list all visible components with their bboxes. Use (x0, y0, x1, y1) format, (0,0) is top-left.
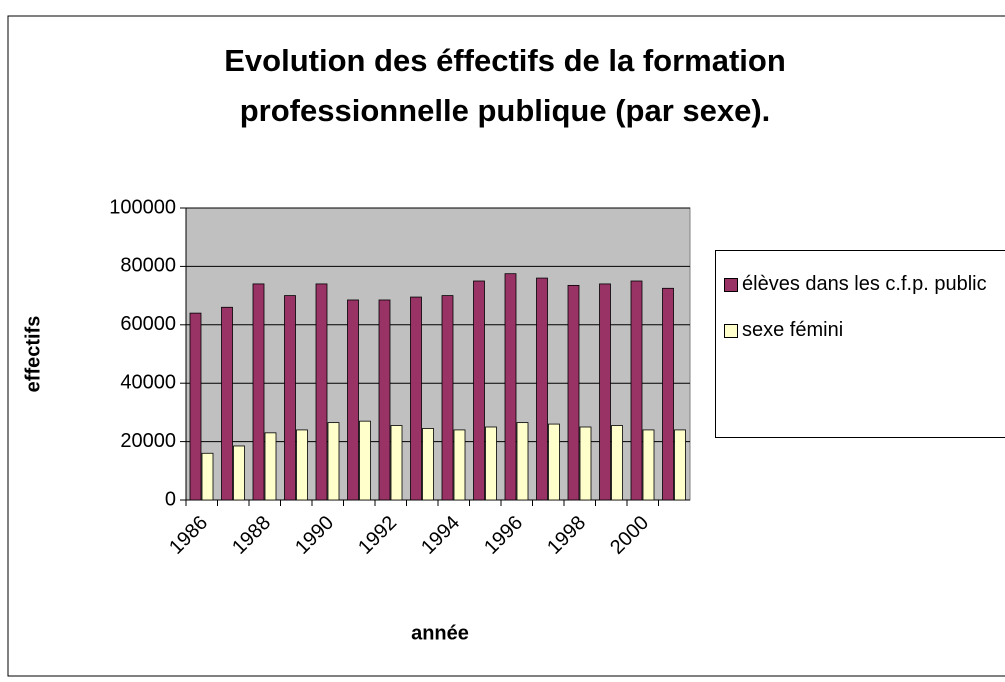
bar (201, 452, 214, 501)
bar (264, 432, 277, 501)
legend-item: élèves dans les c.f.p. public (724, 269, 1005, 299)
bar (378, 299, 391, 501)
bar (674, 429, 686, 501)
legend-label: élèves dans les c.f.p. public (742, 273, 987, 295)
legend-swatch (724, 324, 738, 338)
bar (485, 426, 497, 501)
bar (662, 287, 674, 501)
bar (504, 273, 517, 501)
chart-title: professionnelle publique (par sexe). (240, 93, 771, 128)
bar (453, 429, 466, 501)
bar (390, 425, 403, 501)
legend-swatch (724, 278, 738, 292)
bar (327, 422, 340, 501)
bar (422, 428, 434, 501)
x-axis-label: année (411, 622, 469, 644)
bar (410, 296, 422, 501)
bar (642, 429, 655, 501)
x-tick-label: 1998 (543, 512, 590, 559)
bar (315, 283, 328, 501)
x-tick-label: 1986 (165, 512, 212, 559)
bar (567, 284, 580, 501)
bar (630, 280, 643, 501)
chart-title: Evolution des éffectifs de la formation (224, 43, 786, 78)
x-tick-label: 2000 (606, 512, 653, 559)
bar (233, 445, 245, 501)
bar (296, 429, 308, 501)
bar (252, 283, 265, 501)
legend-label: sexe fémini (742, 319, 844, 341)
bar (189, 312, 202, 501)
y-axis-label: effectifs (22, 316, 44, 393)
x-tick-label: 1994 (417, 512, 464, 559)
bar (548, 423, 560, 501)
bar (579, 426, 592, 501)
y-tick-label: 100000 (109, 196, 176, 218)
x-tick-label: 1996 (480, 512, 527, 559)
bar (611, 425, 623, 501)
y-tick-label: 80000 (120, 255, 176, 277)
bar (221, 306, 233, 501)
bar (359, 420, 371, 501)
bar (536, 277, 548, 501)
legend-item: sexe fémini (724, 315, 1005, 345)
bar (516, 422, 529, 501)
x-tick-label: 1990 (291, 512, 338, 559)
legend: élèves dans les c.f.p. public sexe fémini (715, 250, 1005, 438)
bar (473, 280, 485, 501)
chart-border (7, 15, 1005, 677)
bar (347, 299, 359, 501)
y-tick-label: 0 (165, 488, 176, 510)
y-tick-label: 40000 (120, 371, 176, 393)
y-tick-label: 20000 (120, 430, 176, 452)
bar (284, 295, 296, 501)
bar (441, 295, 454, 501)
bar (599, 283, 611, 501)
x-tick-label: 1988 (228, 512, 275, 559)
y-tick-label: 60000 (120, 313, 176, 335)
x-tick-label: 1992 (354, 512, 401, 559)
